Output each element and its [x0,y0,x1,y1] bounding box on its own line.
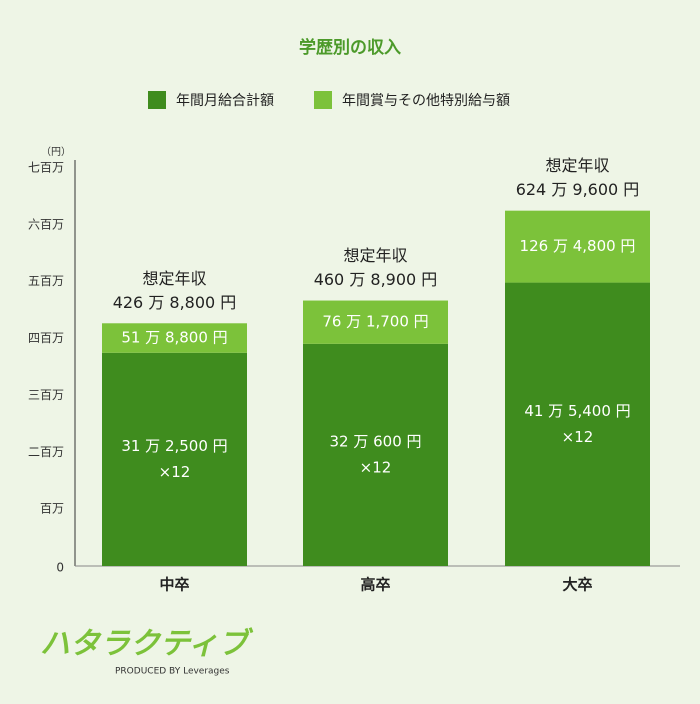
y-tick-label: 三百万 [28,388,64,402]
bar-segment [102,352,247,566]
segment-label: 31 万 2,500 円 [121,437,227,455]
segment-label: ×12 [562,428,594,446]
logo-tagline: PRODUCED BY Leverages [115,667,230,677]
segment-label: ×12 [360,458,392,476]
bar-segment [505,210,650,283]
total-label: 624 万 9,600 円 [516,180,640,199]
value-label: 51 万 8,800 円 [121,329,227,347]
y-tick-label: 四百万 [28,331,64,345]
y-unit: （円） [41,146,71,158]
total-heading: 想定年収 [545,156,609,175]
total-label: 426 万 8,800 円 [113,293,237,312]
y-tick-label: 七百万 [28,161,64,175]
chart-title: 学歴別の収入 [299,37,401,58]
segment-label: 41 万 5,400 円 [524,402,630,420]
total-label: 460 万 8,900 円 [314,270,438,289]
y-tick-label: 0 [56,561,64,575]
bar-segment [303,343,448,566]
x-tick-label: 大卒 [562,576,592,594]
total-heading: 想定年収 [142,269,206,288]
legend-swatch [148,91,166,109]
value-label: 126 万 4,800 円 [520,237,636,255]
legend-label: 年間月給合計額 [176,93,274,109]
segment-label: 32 万 600 円 [329,432,421,450]
total-heading: 想定年収 [343,246,407,265]
bar-segment [303,300,448,344]
bar-segment [102,323,247,353]
legend-swatch [314,91,332,109]
logo-name: ハタラクティブ [40,627,254,662]
x-tick-label: 中卒 [159,576,189,594]
y-tick-label: 二百万 [28,445,64,459]
logo: ハタラクティブ PRODUCED BY Leverages [40,627,254,677]
legend-label: 年間賞与その他特別給与額 [342,93,510,109]
x-tick-label: 高卒 [360,576,390,594]
y-tick-label: 百万 [40,502,64,516]
y-tick-label: 五百万 [28,274,64,288]
segment-label: ×12 [159,463,191,481]
y-tick-label: 六百万 [28,217,64,231]
value-label: 76 万 1,700 円 [322,313,428,331]
bar-segment [505,282,650,566]
